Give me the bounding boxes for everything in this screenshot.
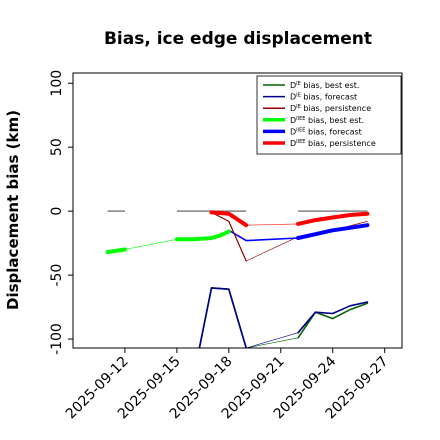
legend: DIE bias, best est. DIE bias, forecast DIE… (256, 75, 402, 155)
legend-entry-label: DIE bias, forecast (290, 93, 357, 102)
series-line-1 (198, 287, 247, 348)
legend-entry-label: DIIEE bias, best est. (290, 116, 364, 125)
series-line-0 (297, 302, 369, 339)
y-axis-label: Displacement bias (km) (4, 110, 22, 310)
y-tick-label: -100 (49, 323, 65, 355)
legend-entry-label: DIIEE bias, persistence (290, 139, 376, 148)
series-line-3 (174, 229, 231, 242)
series-connector-2 (245, 236, 299, 262)
series-line-4 (296, 223, 370, 240)
series-connector-5 (245, 223, 299, 226)
series-connector-3 (124, 239, 178, 250)
series-line-5 (209, 210, 249, 228)
data-layer (105, 210, 370, 348)
legend-entry-label: DIE bias, persistence (290, 104, 371, 113)
legend-entry-label: DIE bias, best est. (290, 81, 359, 90)
y-tick-label: -50 (49, 264, 65, 287)
series-connector-0 (245, 337, 299, 348)
plot-area (105, 210, 370, 348)
series-line-1 (297, 301, 369, 334)
chart-title: Bias, ice edge displacement (104, 29, 372, 49)
y-tick-label: 100 (49, 70, 65, 97)
y-tick-label: 0 (49, 207, 65, 216)
series-line-5 (296, 211, 370, 226)
plot-frame (72, 72, 403, 349)
y-tick-label: 50 (49, 138, 65, 156)
legend-entry-label: DIIEE bias, forecast (290, 127, 362, 136)
series-line-2 (210, 211, 247, 262)
series-line-3 (105, 247, 127, 255)
series-connector-1 (245, 332, 299, 348)
legend-box (256, 75, 402, 155)
